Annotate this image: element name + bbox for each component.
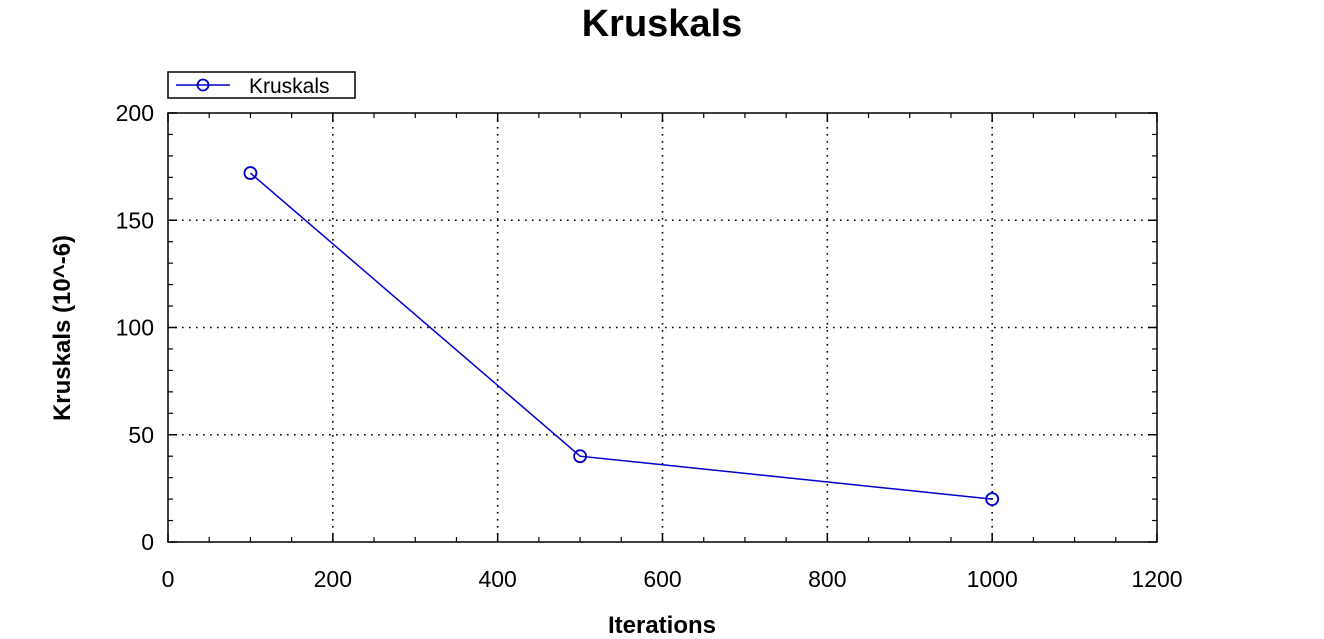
x-tick-label: 800: [808, 566, 846, 592]
x-tick-label: 1200: [1131, 566, 1182, 592]
y-tick-label: 0: [141, 529, 154, 555]
minor-ticks: [168, 113, 1157, 542]
data-point-marker: [243, 166, 258, 180]
legend-swatch-marker: [196, 78, 210, 92]
grid: [168, 113, 1157, 542]
axis-ticks: 0 200 400 600 800 1000 1200 0 50 100 150 200: [116, 100, 1183, 592]
x-tick-label: 600: [643, 566, 681, 592]
y-tick-label: 50: [128, 422, 154, 448]
chart-title: Kruskals: [582, 3, 743, 45]
x-tick-label: 200: [314, 566, 352, 592]
y-tick-label: 200: [116, 100, 154, 126]
legend: Kruskals: [167, 71, 356, 99]
series-layer: [243, 166, 1000, 507]
x-tick-label: 400: [478, 566, 516, 592]
x-axis-title: Iterations: [608, 612, 716, 639]
series-line: [249, 172, 993, 500]
x-tick-label: 1000: [967, 566, 1018, 592]
y-tick-label: 100: [116, 315, 154, 341]
legend-label: Kruskals: [249, 75, 330, 98]
y-axis-title: Kruskals (10^-6): [49, 235, 76, 421]
data-point-marker: [985, 492, 1000, 507]
x-tick-label: 0: [162, 566, 175, 592]
data-point-marker: [573, 449, 587, 464]
y-tick-label: 150: [116, 207, 154, 233]
